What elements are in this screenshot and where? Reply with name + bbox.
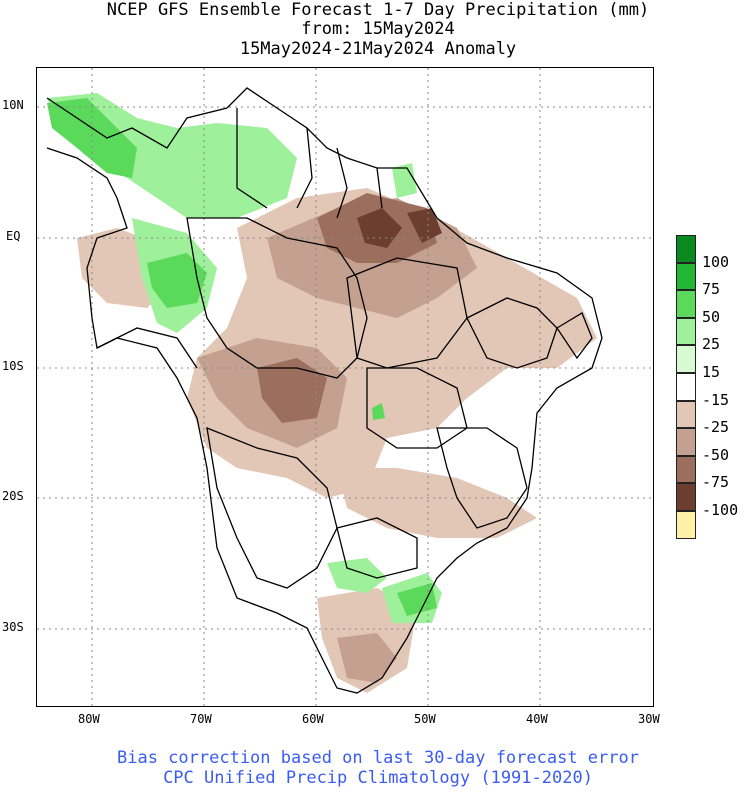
- lat-label-30s: 30S: [2, 620, 24, 634]
- legend-swatch: [676, 511, 696, 539]
- legend-swatch: [676, 428, 696, 456]
- legend-label: 50: [702, 307, 721, 326]
- graticule: [37, 68, 653, 706]
- legend-label: -100: [702, 501, 739, 519]
- legend-swatch: [676, 290, 696, 318]
- coastlines-and-borders: [46, 87, 603, 694]
- lon-label-40w: 40W: [526, 712, 548, 726]
- legend-label: -15: [702, 390, 730, 409]
- lat-label-eq: EQ: [6, 229, 21, 243]
- legend-label: 15: [702, 363, 721, 381]
- legend-swatch: [676, 483, 696, 511]
- legend-label: 25: [702, 335, 721, 354]
- footer-bias-note: Bias correction based on last 30-day for…: [117, 748, 639, 768]
- lat-label-10s: 10S: [2, 359, 24, 373]
- anomaly-period: 15May2024-21May2024 Anomaly: [239, 39, 517, 59]
- legend-label: 100: [702, 252, 730, 271]
- legend-label: -50: [702, 445, 730, 464]
- legend-swatch: [676, 400, 696, 429]
- legend-swatch: [676, 262, 696, 291]
- lon-label-70w: 70W: [190, 712, 212, 726]
- map-title: NCEP GFS Ensemble Forecast 1-7 Day Preci…: [106, 0, 650, 20]
- legend-label: -75: [702, 473, 730, 492]
- legend-label: -25: [702, 418, 730, 437]
- lat-label-10n: 10N: [2, 98, 24, 112]
- map-canvas: [37, 68, 653, 706]
- legend-label: 75: [702, 280, 721, 299]
- forecast-date: from: 15May2024: [301, 19, 455, 39]
- lon-label-30w: 30W: [638, 712, 660, 726]
- precipitation-anomaly-map: [36, 67, 654, 707]
- lon-label-50w: 50W: [414, 712, 436, 726]
- legend-swatch: [676, 455, 696, 484]
- legend-swatch: [676, 373, 696, 401]
- legend-swatch: [676, 345, 696, 373]
- wet-anomaly-areas: [47, 93, 442, 623]
- lon-label-60w: 60W: [302, 712, 324, 726]
- lat-label-20s: 20S: [2, 489, 24, 503]
- lon-label-80w: 80W: [78, 712, 100, 726]
- legend-swatch: [676, 317, 696, 346]
- footer-climatology-note: CPC Unified Precip Climatology (1991-202…: [163, 768, 593, 788]
- legend-swatch: [676, 235, 696, 263]
